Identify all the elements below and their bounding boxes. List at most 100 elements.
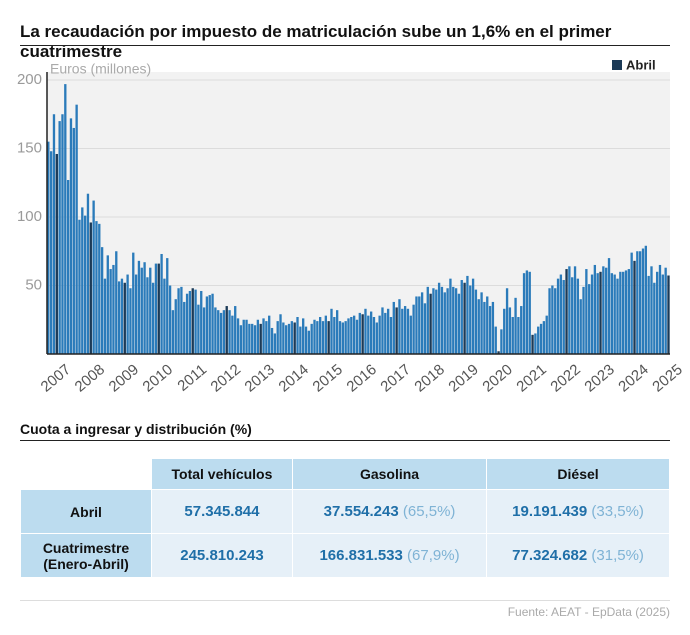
- cell: 37.554.243 (65,5%): [291, 489, 488, 534]
- cell: 19.191.439 (33,5%): [486, 489, 670, 534]
- bar: [188, 290, 192, 354]
- bar: [211, 293, 214, 354]
- bar: [146, 277, 149, 354]
- bar: [605, 267, 608, 354]
- bar: [299, 326, 302, 354]
- bar: [279, 314, 282, 354]
- bar: [228, 310, 231, 354]
- bar: [607, 258, 611, 354]
- bar: [168, 285, 172, 354]
- bar: [551, 285, 554, 354]
- bar: [548, 288, 551, 354]
- bar: [375, 322, 378, 354]
- bar: [120, 278, 124, 354]
- bar: [191, 288, 194, 354]
- bar: [378, 315, 381, 354]
- bar: [449, 278, 452, 354]
- bar: [573, 266, 577, 354]
- bar: [644, 245, 647, 354]
- bar: [488, 306, 492, 354]
- bar: [270, 327, 274, 354]
- bar: [302, 318, 305, 354]
- cell-value: 77.324.682: [512, 547, 588, 564]
- bar: [588, 284, 591, 354]
- x-tick-label: 2022: [547, 361, 583, 395]
- bar: [401, 308, 404, 354]
- bar: [234, 306, 237, 354]
- bar: [534, 333, 537, 354]
- x-tick-label: 2016: [343, 361, 379, 395]
- bar: [112, 264, 115, 354]
- bar: [443, 292, 446, 354]
- bar: [287, 323, 291, 354]
- column-header: Gasolina: [291, 458, 488, 490]
- bar: [664, 267, 667, 354]
- bar: [310, 323, 313, 354]
- bar: [593, 264, 597, 354]
- bar: [616, 278, 619, 354]
- bar: [619, 271, 622, 354]
- x-tick-label: 2024: [615, 361, 651, 395]
- bar: [610, 273, 614, 354]
- bar: [412, 304, 415, 354]
- cell-share: (65,5%): [402, 503, 456, 520]
- bar: [528, 271, 531, 354]
- bar: [381, 307, 384, 354]
- bar: [69, 118, 73, 354]
- column-header: Total vehículos: [151, 458, 293, 490]
- bar: [633, 260, 636, 354]
- x-tick-label: 2017: [377, 361, 413, 395]
- bar: [47, 141, 50, 354]
- bar: [132, 252, 135, 354]
- bar: [585, 269, 588, 354]
- bar: [335, 310, 339, 354]
- bar: [486, 296, 489, 354]
- bar: [219, 312, 223, 354]
- cell: 57.345.844: [151, 489, 293, 534]
- bar: [324, 315, 327, 354]
- bar: [420, 292, 424, 354]
- x-tick-label: 2008: [72, 361, 108, 395]
- cell: 166.831.533 (67,9%): [291, 533, 488, 578]
- bar: [624, 270, 628, 354]
- bar: [571, 277, 574, 354]
- cell-value: 245.810.243: [180, 547, 264, 564]
- y-tick-label: 200: [17, 71, 42, 88]
- bar: [103, 278, 107, 354]
- bar: [474, 289, 478, 354]
- bar: [471, 278, 475, 354]
- bar: [174, 299, 177, 354]
- bar: [520, 306, 523, 354]
- bar: [66, 180, 70, 354]
- bar: [296, 317, 299, 354]
- bar: [319, 317, 322, 354]
- bar: [304, 326, 308, 354]
- bar: [134, 274, 138, 354]
- source: Fuente: AEAT - EpData (2025): [507, 605, 670, 619]
- bar: [222, 310, 226, 354]
- y-axis-title: Euros (millones): [50, 61, 151, 77]
- bar: [154, 263, 158, 354]
- bar: [590, 274, 594, 354]
- bar: [446, 288, 449, 354]
- bar: [327, 321, 330, 354]
- bar: [454, 288, 458, 354]
- bar: [641, 248, 645, 354]
- bar: [92, 200, 95, 354]
- bar: [655, 271, 659, 354]
- bar: [505, 288, 509, 354]
- x-tick-label: 2020: [479, 361, 515, 395]
- bar: [500, 329, 503, 354]
- bar: [503, 308, 506, 354]
- y-tick-label: 50: [25, 276, 42, 293]
- bar: [517, 317, 520, 354]
- bar: [194, 289, 197, 354]
- bar: [208, 295, 211, 354]
- bar: [202, 307, 206, 354]
- bar: [347, 318, 350, 354]
- bar: [81, 207, 84, 354]
- bar: [463, 282, 466, 354]
- bar: [251, 323, 254, 354]
- bar: [86, 193, 90, 354]
